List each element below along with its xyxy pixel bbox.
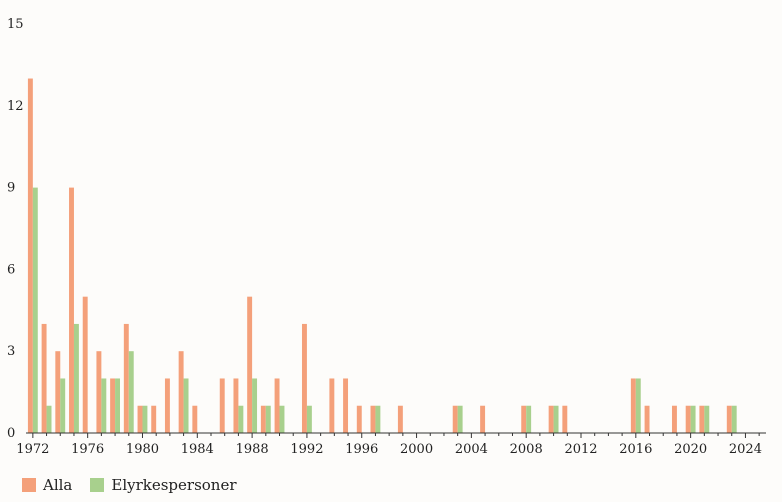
bar-alla	[110, 378, 116, 433]
legend-swatch-alla	[22, 478, 36, 492]
x-tick-label: 2016	[619, 442, 652, 457]
bar-alla	[370, 405, 376, 433]
x-tick-label: 2012	[564, 442, 597, 457]
bar-chart: 0 3 6 9 12 15 1972 1976 1980 1984 1988 1992 1996 200…	[7, 17, 766, 457]
bar-alla	[343, 378, 349, 433]
bar-alla	[329, 378, 335, 433]
bar-alla	[69, 187, 74, 433]
y-tick-label: 15	[7, 17, 24, 32]
x-tick-label: 1992	[290, 442, 323, 457]
bar-alla	[480, 405, 486, 433]
bar-alla	[247, 296, 253, 433]
bar-elyrkespersoner	[457, 405, 463, 433]
bar-alla	[178, 351, 184, 433]
bar-elyrkespersoner	[690, 405, 696, 433]
y-tick-label: 0	[7, 426, 15, 441]
bar-elyrkespersoner	[128, 351, 134, 433]
bar-alla	[644, 405, 650, 433]
bar-elyrkespersoner	[252, 378, 258, 433]
bar-alla	[356, 405, 362, 433]
legend-label-alla: Alla	[43, 476, 73, 494]
y-tick-label: 9	[7, 181, 15, 196]
bar-alla	[55, 351, 61, 433]
bar-elyrkespersoner	[635, 378, 641, 433]
bar-alla	[151, 405, 157, 433]
bar-alla	[27, 78, 33, 433]
bar-alla	[260, 405, 266, 433]
bar-elyrkespersoner	[704, 405, 710, 433]
bar-alla	[521, 405, 527, 433]
y-axis-ticks: 0 3 6 9 12 15	[7, 17, 24, 441]
bar-elyrkespersoner	[101, 378, 107, 433]
bar-alla	[123, 323, 129, 433]
bar-alla	[96, 351, 102, 433]
bar-alla	[219, 378, 225, 433]
bar-elyrkespersoner	[553, 405, 559, 433]
legend: Alla Elyrkespersoner	[22, 476, 237, 494]
bar-elyrkespersoner	[731, 405, 737, 433]
bar-elyrkespersoner	[142, 405, 148, 433]
bar-elyrkespersoner	[279, 405, 285, 433]
bar-alla	[630, 378, 636, 433]
bar-alla	[562, 405, 568, 433]
bar-alla	[274, 378, 280, 433]
bar-elyrkespersoner	[265, 405, 271, 433]
bar-elyrkespersoner	[375, 405, 381, 433]
bar-alla	[397, 405, 403, 433]
x-tick-label: 1996	[345, 442, 378, 457]
bar-elyrkespersoner	[306, 405, 312, 433]
x-tick-label: 2008	[510, 442, 543, 457]
bar-alla	[548, 405, 554, 433]
x-tick-label: 1984	[181, 442, 214, 457]
bar-alla	[699, 405, 705, 433]
bar-alla	[192, 405, 198, 433]
bar-elyrkespersoner	[183, 378, 189, 433]
bar-elyrkespersoner	[60, 378, 66, 433]
bar-alla	[82, 296, 88, 433]
x-axis-ticks: 1972 1976 1980 1984 1988 1992 1996 2000 2004 2008…	[16, 433, 762, 457]
y-tick-label: 12	[7, 99, 24, 114]
bar-elyrkespersoner	[73, 323, 79, 433]
x-tick-label: 1972	[16, 442, 49, 457]
x-tick-label: 2024	[729, 442, 762, 457]
bar-alla	[41, 323, 47, 433]
bar-alla	[137, 405, 143, 433]
legend-item-alla: Alla	[22, 476, 72, 494]
x-tick-label: 1976	[71, 442, 104, 457]
bar-alla	[685, 405, 691, 433]
x-tick-label: 1988	[236, 442, 269, 457]
x-tick-label: 2004	[455, 442, 488, 457]
legend-swatch-elyrkespersoner	[90, 478, 105, 492]
bar-elyrkespersoner	[115, 378, 120, 433]
bar-alla	[452, 405, 458, 433]
y-tick-label: 3	[7, 344, 15, 359]
legend-label-elyrkespersoner: Elyrkespersoner	[111, 476, 237, 494]
bar-alla	[726, 405, 732, 433]
bar-elyrkespersoner	[526, 405, 532, 433]
bar-alla	[301, 323, 307, 433]
bar-elyrkespersoner	[32, 187, 38, 433]
bar-elyrkespersoner	[46, 405, 52, 433]
legend-item-elyrkespersoner: Elyrkespersoner	[90, 476, 237, 494]
x-tick-label: 2000	[400, 442, 433, 457]
x-tick-label: 1980	[126, 442, 159, 457]
bars	[27, 78, 737, 433]
bar-alla	[671, 405, 677, 433]
bar-alla	[164, 378, 170, 433]
bar-alla	[233, 378, 239, 433]
bar-elyrkespersoner	[238, 405, 244, 433]
x-tick-label: 2020	[674, 442, 707, 457]
y-tick-label: 6	[7, 262, 15, 277]
